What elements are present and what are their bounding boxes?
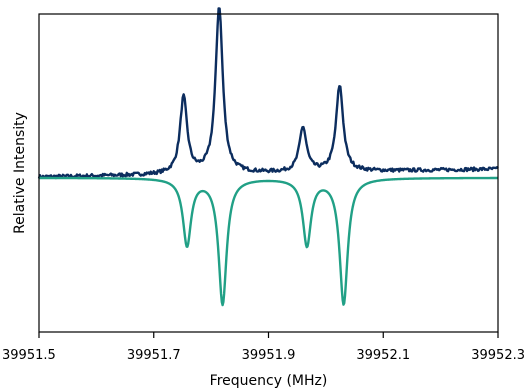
simulated-spectrum-line <box>38 176 499 307</box>
x-tick-label: 39951.7 <box>127 348 181 363</box>
x-tick-label: 39951.9 <box>242 348 296 363</box>
x-axis-ticks: 39951.5 39951.7 39951.9 39952.1 39952.3 <box>2 332 525 363</box>
plot-area <box>37 7 499 307</box>
x-axis-label: Frequency (MHz) <box>210 373 328 389</box>
y-axis-label: Relative Intensity <box>12 112 28 234</box>
observed-spectrum-line <box>37 7 499 180</box>
x-tick-label: 39951.5 <box>2 348 56 363</box>
x-tick-label: 39952.3 <box>471 348 525 363</box>
x-tick-label: 39952.1 <box>356 348 410 363</box>
